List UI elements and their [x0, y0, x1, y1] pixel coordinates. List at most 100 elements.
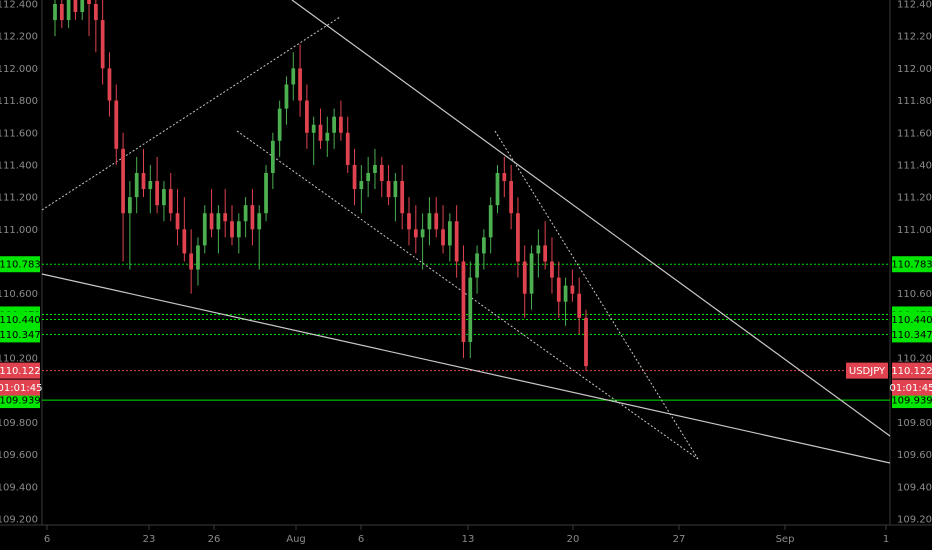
candle-body-45 — [359, 181, 364, 190]
level-tag-left-4-bg — [0, 362, 40, 379]
candle-body-26 — [230, 221, 234, 238]
y-tick-right-0: 109.200 — [897, 515, 932, 526]
y-tick-right-3: 109.800 — [897, 418, 932, 429]
candle-body-17 — [168, 189, 173, 214]
level-tag-right-0-text: 110.783 — [891, 260, 932, 271]
descending-resistance-line — [291, 0, 891, 437]
x-tick-label-6: 20 — [567, 534, 580, 545]
candle-body-40 — [325, 132, 330, 141]
candle-body-22 — [202, 213, 207, 246]
candle-body-54 — [420, 229, 425, 238]
candle-body-43 — [345, 132, 350, 165]
x-tick-label-7: 27 — [673, 534, 686, 545]
symbol-tag-text: USDJPY — [849, 366, 886, 377]
y-tick-right-16: 112.400 — [897, 0, 932, 11]
candle-body-9 — [114, 100, 119, 149]
candle-body-47 — [373, 164, 377, 173]
y-tick-right-15: 112.200 — [897, 32, 932, 43]
candle-body-72 — [543, 245, 548, 262]
y-tick-left-12: 111.600 — [0, 128, 38, 139]
y-tick-left-14: 112.000 — [0, 64, 38, 75]
y-tick-right-10: 111.200 — [897, 193, 932, 204]
level-tag-left-5-bg — [0, 392, 40, 409]
candle-body-67 — [509, 181, 513, 214]
candle-body-50 — [393, 181, 398, 198]
y-tick-right-9: 111.000 — [897, 225, 932, 236]
countdown-tag-right-text: 01:01:45 — [890, 383, 932, 394]
candle-body-59 — [454, 221, 459, 262]
level-tag-right-3-bg — [892, 326, 932, 343]
candle-body-63 — [482, 237, 486, 254]
level-tag-right-4-text: 110.122 — [891, 366, 932, 377]
candle-body-5 — [87, 0, 91, 4]
x-tick-label-0: 6 — [44, 534, 50, 545]
candle-body-20 — [189, 253, 194, 270]
candle-body-51 — [400, 181, 405, 214]
candle-body-8 — [107, 68, 112, 101]
candle-body-52 — [407, 213, 411, 230]
level-tag-right-5-bg — [892, 392, 932, 409]
candle-body-10 — [121, 148, 125, 214]
y-tick-right-11: 111.400 — [897, 160, 932, 171]
level-tag-right-0-bg — [892, 256, 932, 273]
candle-body-33 — [277, 108, 282, 141]
y-tick-right-5: 110.200 — [897, 354, 932, 365]
candle-body-7 — [100, 20, 105, 69]
candle-body-6 — [93, 4, 98, 21]
candle-body-30 — [257, 213, 262, 230]
candle-body-14 — [148, 181, 153, 190]
level-tag-right-3-text: 110.347 — [891, 330, 932, 341]
countdown-tag-left-text: 01:01:45 — [0, 383, 42, 394]
x-tick-label-9: 1 — [883, 534, 889, 545]
candle-body-58 — [447, 221, 452, 246]
upper-dotted-trendline — [41, 16, 341, 211]
candle-body-39 — [318, 124, 323, 141]
candle-body-57 — [441, 229, 445, 246]
candle-body-61 — [468, 277, 473, 342]
y-tick-right-14: 112.000 — [897, 64, 932, 75]
candle-body-78 — [584, 317, 588, 367]
level-tag-left-3-text: 110.347 — [0, 330, 41, 341]
candle-body-18 — [175, 213, 180, 230]
candle-body-27 — [236, 221, 241, 238]
candle-body-49 — [386, 181, 391, 198]
level-tag-left-2-bg — [0, 311, 40, 328]
x-axis: 6 23 26 Aug 6 13 20 27 Sep 1 — [44, 525, 889, 545]
candle-body-31 — [264, 172, 268, 214]
candle-body-71 — [536, 245, 541, 254]
candles — [53, 0, 588, 371]
candle-body-28 — [243, 205, 248, 222]
lower-support-line — [41, 273, 891, 464]
candle-body-29 — [250, 205, 255, 230]
candle-body-73 — [550, 261, 554, 278]
y-tick-left-5: 110.200 — [0, 354, 38, 365]
candle-body-55 — [427, 213, 432, 230]
candle-body-74 — [556, 277, 561, 302]
candle-body-3 — [73, 0, 78, 13]
symbol-tag-bg — [846, 362, 888, 379]
candle-body-11 — [128, 197, 132, 214]
level-tag-right-4-bg — [892, 362, 932, 379]
candle-body-36 — [298, 68, 302, 101]
candle-body-56 — [434, 213, 439, 230]
level-tag-right-2-bg — [892, 311, 932, 328]
y-tick-right-2: 109.600 — [897, 450, 932, 461]
y-tick-right-12: 111.600 — [897, 128, 932, 139]
candle-body-1 — [59, 4, 64, 21]
price-tags: 110.783110.783110.471110.471110.440110.4… — [0, 256, 932, 409]
y-tick-left-11: 111.400 — [0, 160, 38, 171]
candle-body-35 — [291, 68, 296, 85]
level-tag-left-4-text: 110.122 — [0, 366, 41, 377]
candle-body-64 — [488, 205, 493, 238]
candle-body-69 — [522, 261, 527, 294]
candle-body-42 — [339, 116, 343, 133]
countdown-tag-right-bg — [892, 379, 932, 396]
level-tag-left-0-text: 110.783 — [0, 260, 41, 271]
candle-body-38 — [311, 124, 316, 133]
candle-body-15 — [155, 181, 159, 206]
y-tick-left-9: 111.000 — [0, 225, 38, 236]
y-tick-left-3: 109.800 — [0, 418, 38, 429]
candle-body-21 — [196, 245, 200, 270]
